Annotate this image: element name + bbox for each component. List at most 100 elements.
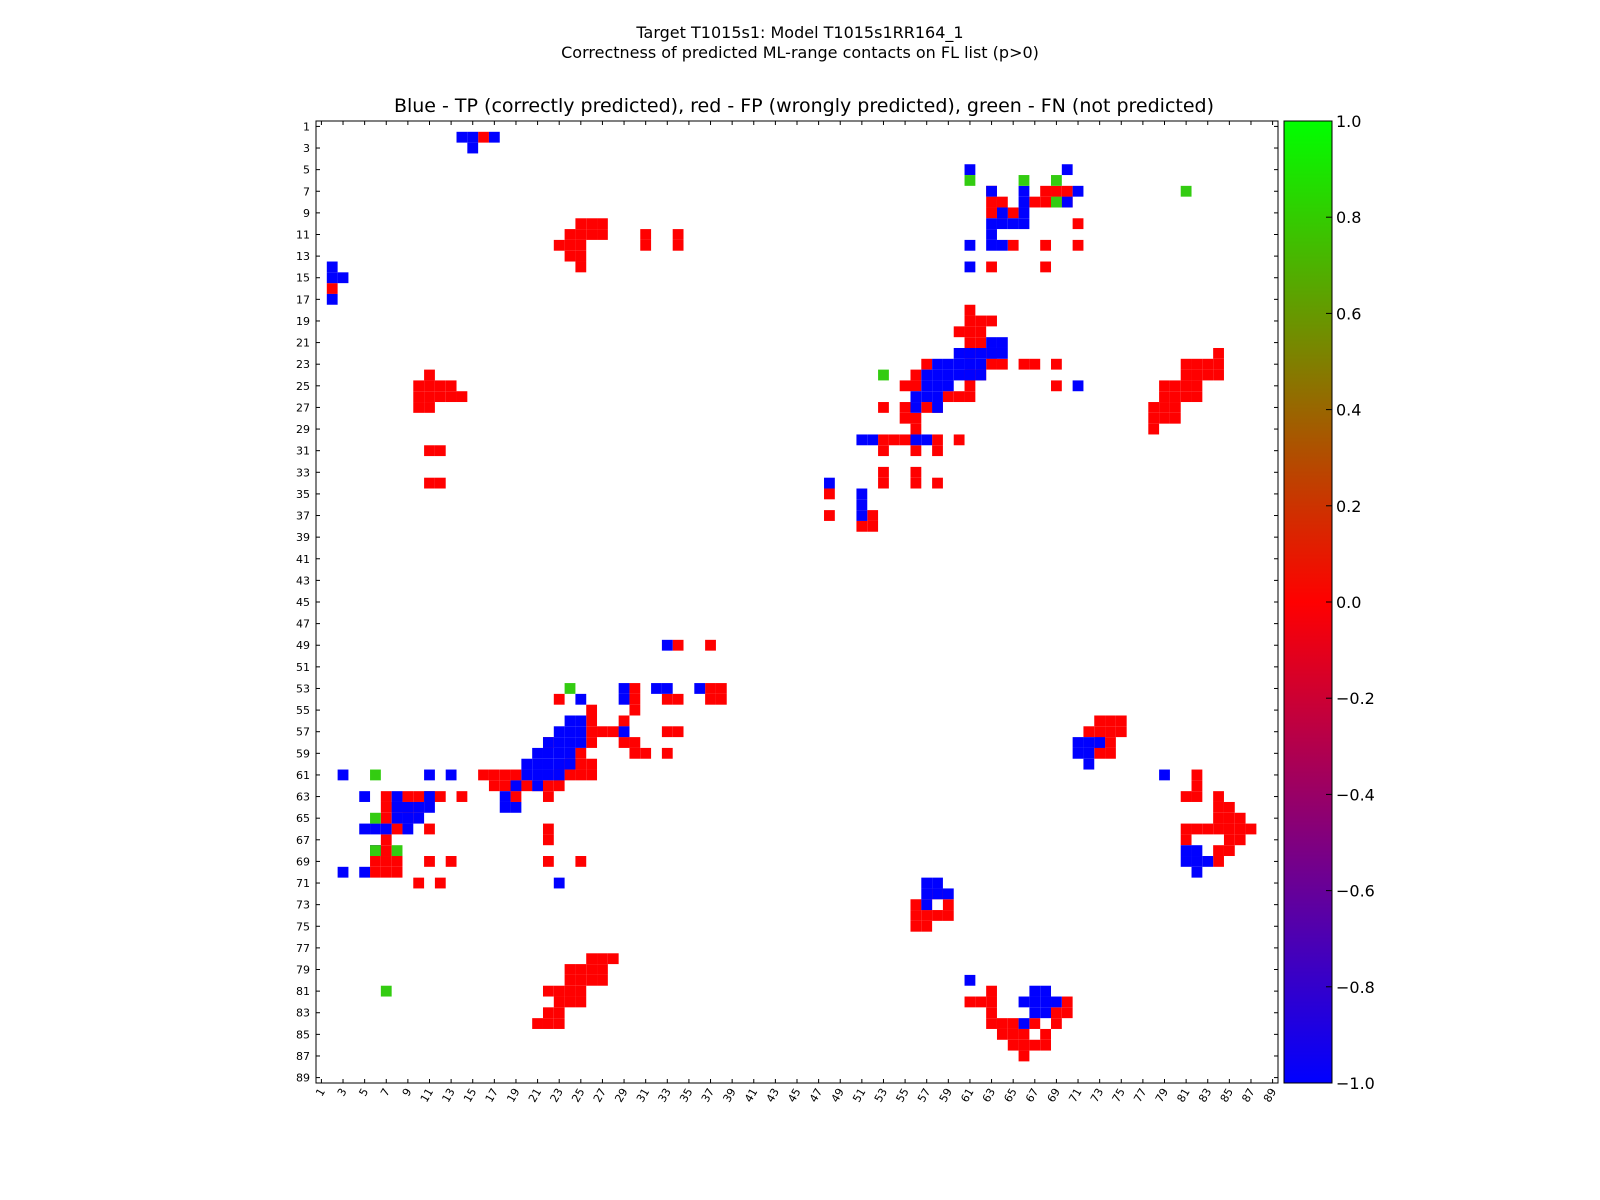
x-tick-label: 37 [699, 1086, 717, 1105]
contact-cell-fp [1180, 369, 1192, 381]
contact-cell-tp [575, 726, 587, 738]
contact-cell-fp [964, 315, 976, 327]
contact-cell-fp [380, 866, 392, 878]
contact-cell-fp [575, 229, 587, 240]
contact-cell-fp [672, 239, 684, 251]
y-tick-label: 71 [296, 877, 310, 890]
contact-cell-fp [618, 715, 630, 727]
contact-cell-tp [932, 369, 943, 381]
contact-cell-fp [413, 877, 425, 889]
x-axis: 1 3 5 7 9 11 13 15 17 19 21 23 25 27 29 31 33 35 37 39 41 43 4… [313, 121, 1279, 1105]
contact-cell-tp [1061, 196, 1073, 208]
contact-cell-fp [1213, 801, 1224, 813]
contact-cell-fp [586, 974, 598, 986]
contact-cell-fp [597, 964, 608, 975]
contact-cell-tp [910, 402, 922, 413]
contact-cell-fp [413, 391, 425, 403]
contact-cell-fp [575, 964, 587, 975]
contact-cell-fp [878, 466, 889, 478]
contact-cell-fp [607, 953, 619, 965]
contact-cell-fp [575, 261, 587, 273]
y-tick-label: 23 [296, 358, 310, 371]
contact-cell-fp [1169, 412, 1181, 424]
contact-cell-tp [542, 769, 554, 781]
contact-cell-fp [542, 856, 554, 867]
contact-cell-fp [1061, 996, 1073, 1008]
contact-cell-fp [1191, 369, 1203, 381]
contact-cell-fp [1148, 423, 1160, 435]
contact-cell-fp [1180, 358, 1192, 370]
contact-cell-fp [1040, 1028, 1052, 1040]
contact-cell-tp [932, 402, 943, 413]
contact-cell-fp [380, 856, 392, 867]
contact-cell-fp [899, 380, 911, 392]
contact-cell-fp [499, 769, 511, 781]
contact-cell-fp [899, 434, 911, 446]
y-tick-label: 55 [296, 704, 310, 717]
x-tick-label: 11 [418, 1086, 436, 1105]
contact-cell-fp [964, 304, 976, 316]
contact-cell-fp [1029, 196, 1041, 208]
contact-cell-fp [878, 402, 889, 413]
contact-cell-tp [1018, 218, 1030, 230]
colorbar-tick-label: 1.0 [1336, 112, 1361, 131]
contact-cell-fp [1223, 834, 1235, 846]
contact-cell-fp [564, 996, 576, 1008]
contact-cell-tp [575, 737, 587, 748]
contact-cell-fp [380, 791, 392, 802]
y-tick-label: 11 [296, 228, 310, 241]
contact-cell-tp [661, 639, 673, 651]
contact-cell-fp [1159, 412, 1170, 424]
contact-cell-tp [651, 683, 662, 694]
contact-cell-fp [672, 639, 684, 651]
contact-cell-fp [1094, 747, 1106, 759]
contact-cell-tp [359, 791, 371, 802]
x-tick-label: 73 [1088, 1086, 1106, 1105]
contact-cell-fp [629, 683, 641, 694]
y-tick-label: 35 [296, 488, 310, 501]
y-tick-label: 33 [296, 466, 310, 479]
colorbar-tick-label: −0.2 [1336, 689, 1375, 708]
contact-cell-tp [521, 758, 533, 770]
contact-cell-fp [1061, 185, 1073, 197]
contact-cell-fp [910, 466, 922, 478]
y-tick-label: 21 [296, 337, 310, 350]
contact-cell-fp [424, 380, 435, 392]
contact-cell-fp [1213, 369, 1224, 381]
contact-cell-tp [1018, 1018, 1030, 1029]
contact-cell-tp [553, 758, 565, 770]
y-tick-label: 85 [296, 1028, 310, 1041]
contact-cell-tp [986, 229, 997, 240]
contact-cell-tp [932, 888, 943, 900]
contact-cell-fp [899, 402, 911, 413]
colorbar-tick-label: 0.2 [1336, 497, 1361, 516]
y-tick-label: 59 [296, 747, 310, 760]
contact-cell-tp [986, 218, 997, 230]
contact-cell-tp [402, 801, 414, 813]
contact-cell-tp [532, 747, 543, 759]
contact-cell-fp [618, 737, 630, 748]
contact-cell-fp [391, 866, 403, 878]
contact-cell-fp [1051, 380, 1062, 392]
x-tick-label: 77 [1131, 1086, 1149, 1105]
contact-cell-fp [661, 726, 673, 738]
contact-cell-fp [996, 196, 1008, 208]
x-tick-label: 75 [1110, 1086, 1128, 1105]
contact-cell-fp [910, 445, 922, 457]
colorbar-tick-label: 0.6 [1336, 304, 1361, 323]
contact-cell-tp [1029, 1007, 1041, 1019]
contact-cell-tp [964, 164, 976, 176]
contact-cell-fp [986, 1018, 997, 1029]
y-tick-label: 79 [296, 964, 310, 977]
contact-cell-fp [1072, 239, 1084, 251]
contact-cell-tp [532, 758, 543, 770]
contact-cell-fp [1094, 726, 1106, 738]
contact-cell-fp [597, 953, 608, 965]
contact-cell-fp [1180, 834, 1192, 846]
y-tick-label: 15 [296, 272, 310, 285]
contact-cell-tp [553, 737, 565, 748]
y-axis: 1357911131517192123252729313335373941434… [296, 120, 1278, 1085]
contact-cell-tp [380, 823, 392, 835]
contact-cell-fp [413, 380, 425, 392]
contact-cell-fp [1223, 823, 1235, 835]
